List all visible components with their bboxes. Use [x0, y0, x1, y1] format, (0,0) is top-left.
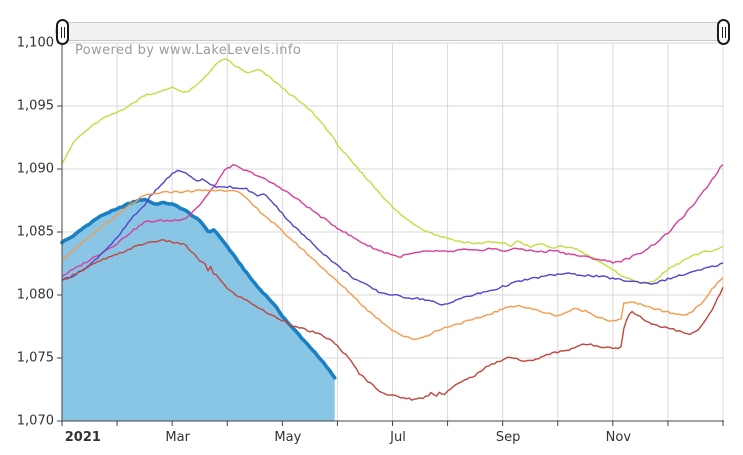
current-year-fill [62, 199, 335, 421]
year-line-magenta [61, 164, 724, 278]
year-line-lime [61, 58, 724, 284]
axes [57, 39, 724, 426]
y-tick-label: 1,085 [16, 224, 54, 240]
y-tick-label: 1,095 [16, 98, 54, 114]
year-line-orange [61, 189, 724, 341]
grip-vertical-icon [60, 26, 65, 38]
x-tick-label: Jul [390, 430, 406, 445]
series-year-line-red [61, 239, 724, 401]
series-year-line-violet [61, 169, 724, 306]
x-tick-label: Nov [605, 430, 632, 445]
y-tick-label: 1,075 [16, 350, 54, 366]
x-tick-label: May [274, 430, 302, 445]
x-tick-label: Sep [495, 430, 521, 445]
x-tick-label: Mar [165, 430, 190, 445]
grip-vertical-icon [721, 26, 726, 38]
series-year-line-magenta [61, 164, 724, 278]
x-tick-label: 2021 [64, 430, 101, 445]
y-tick-label: 1,080 [16, 287, 54, 303]
y-tick-label: 1,090 [16, 161, 54, 177]
range-handle-right[interactable] [717, 19, 730, 45]
range-handle-left[interactable] [56, 19, 69, 45]
time-range-scrollbar[interactable] [55, 22, 730, 41]
series-year-line-lime [61, 58, 724, 284]
series-current-year-area [60, 197, 337, 421]
series-year-line-orange [61, 189, 724, 341]
year-line-violet [61, 169, 724, 306]
y-tick-label: 1,100 [16, 35, 54, 51]
y-tick-label: 1,070 [16, 413, 54, 429]
year-line-red [61, 239, 724, 401]
watermark: Powered by www.LakeLevels.info [75, 43, 302, 58]
gridlines [62, 42, 724, 421]
